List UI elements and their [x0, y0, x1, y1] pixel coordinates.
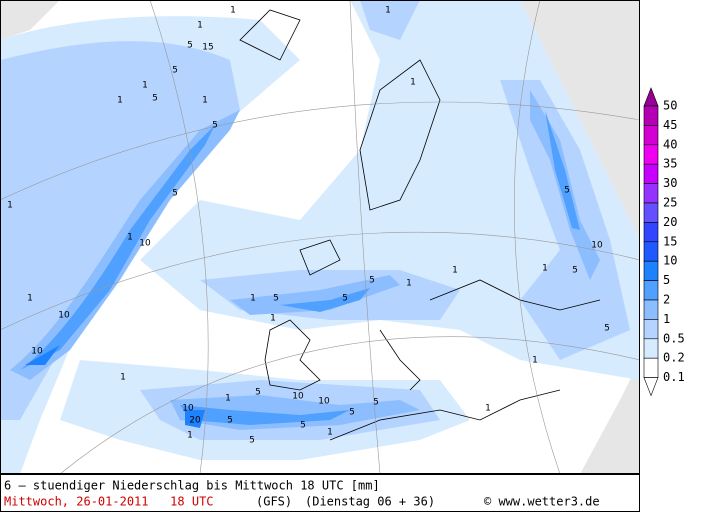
footer: 6 – stuendiger Niederschlag bis Mittwoch…	[0, 473, 640, 512]
contour-label: 10	[591, 241, 603, 251]
contour-label: 1	[202, 96, 208, 106]
legend-swatch	[643, 105, 659, 126]
legend-swatch	[643, 299, 659, 320]
contour-label: 1	[270, 314, 276, 324]
contour-label: 5	[273, 294, 279, 304]
contour-label: 10	[139, 239, 151, 249]
legend-swatch	[643, 241, 659, 262]
legend-label: 1	[663, 312, 670, 326]
legend-label: 45	[663, 118, 677, 132]
contour-label: 1	[197, 21, 203, 31]
legend-label: 2	[663, 293, 670, 307]
contour-label: 5	[212, 121, 218, 131]
legend-swatch	[643, 202, 659, 223]
contour-label: 20	[189, 416, 201, 426]
contour-label: 1	[485, 404, 491, 414]
legend-label: 0.2	[663, 351, 685, 365]
legend-swatch	[643, 125, 659, 146]
legend-label: 25	[663, 196, 677, 210]
contour-label: 5	[349, 408, 355, 418]
contour-label: 5	[300, 421, 306, 431]
legend-swatch	[643, 357, 659, 378]
contour-label: 10	[31, 347, 43, 357]
legend-swatch	[643, 280, 659, 301]
legend: 50 45 40 35 30 25 20 15 10 5 2 1 0.5 0.2 0.1	[643, 87, 685, 397]
contour-label: 15	[202, 43, 213, 53]
contour-label: 5	[369, 276, 375, 286]
contour-label: 1	[410, 78, 416, 88]
contour-label: 1	[452, 266, 458, 276]
contour-label: 5	[564, 186, 570, 196]
contour-label: 1	[142, 81, 148, 91]
contour-label: 1	[27, 294, 33, 304]
footer-date: Mittwoch, 26-01-2011 18 UTC	[4, 495, 214, 509]
contour-label: 5	[172, 189, 178, 199]
contour-label: 10	[292, 392, 304, 402]
footer-title: 6 – stuendiger Niederschlag bis Mittwoch…	[4, 479, 380, 493]
contour-label: 5	[604, 324, 610, 334]
legend-swatch	[643, 338, 659, 359]
footer-run: (Dienstag 06 + 36)	[305, 495, 435, 509]
legend-swatch	[643, 260, 659, 281]
contour-label: 1	[542, 264, 548, 274]
footer-credit: © www.wetter3.de	[484, 495, 600, 509]
legend-label: 10	[663, 254, 677, 268]
contour-label: 5	[152, 94, 158, 104]
legend-swatch	[643, 183, 659, 204]
contour-label: 5	[172, 66, 178, 76]
contour-label: 10	[182, 404, 194, 414]
contour-label: 1	[406, 279, 412, 289]
legend-swatch	[643, 144, 659, 165]
legend-arrow-bottom	[643, 377, 659, 397]
contour-label: 1	[327, 428, 333, 438]
contour-label: 10	[318, 397, 330, 407]
contour-label: 5	[187, 41, 193, 51]
contour-label: 1	[532, 356, 538, 366]
contour-label: 1	[127, 233, 133, 243]
contour-label: 1	[250, 294, 256, 304]
legend-label: 40	[663, 137, 677, 151]
legend-swatch	[643, 319, 659, 340]
contour-label: 5	[373, 398, 379, 408]
legend-swatch	[643, 163, 659, 184]
legend-label: 50	[663, 99, 677, 113]
footer-model: (GFS)	[256, 495, 292, 509]
contour-label: 5	[255, 388, 261, 398]
legend-label: 5	[663, 273, 670, 287]
contour-label: 5	[227, 416, 233, 426]
legend-label: 35	[663, 157, 677, 171]
contour-label: 1	[7, 201, 13, 211]
contour-label: 1	[120, 373, 126, 383]
contour-label: 1	[385, 6, 391, 16]
contour-label: 1	[225, 394, 231, 404]
contour-label: 1	[187, 431, 193, 441]
contour-label: 1	[230, 6, 236, 16]
legend-label: 20	[663, 215, 677, 229]
legend-label: 15	[663, 234, 677, 248]
legend-label: 30	[663, 176, 677, 190]
legend-label: 0.1	[663, 370, 685, 384]
map: 1 1 5 15 5 1 1 5 1 5 1 10 5 1 10 10 1 1 …	[0, 0, 641, 475]
contour-label: 1	[117, 96, 123, 106]
legend-label: 0.5	[663, 331, 685, 345]
contour-label: 5	[572, 266, 578, 276]
legend-swatch	[643, 222, 659, 243]
contour-label: 5	[342, 294, 348, 304]
contour-label: 10	[58, 311, 70, 321]
contour-label: 5	[249, 436, 255, 446]
